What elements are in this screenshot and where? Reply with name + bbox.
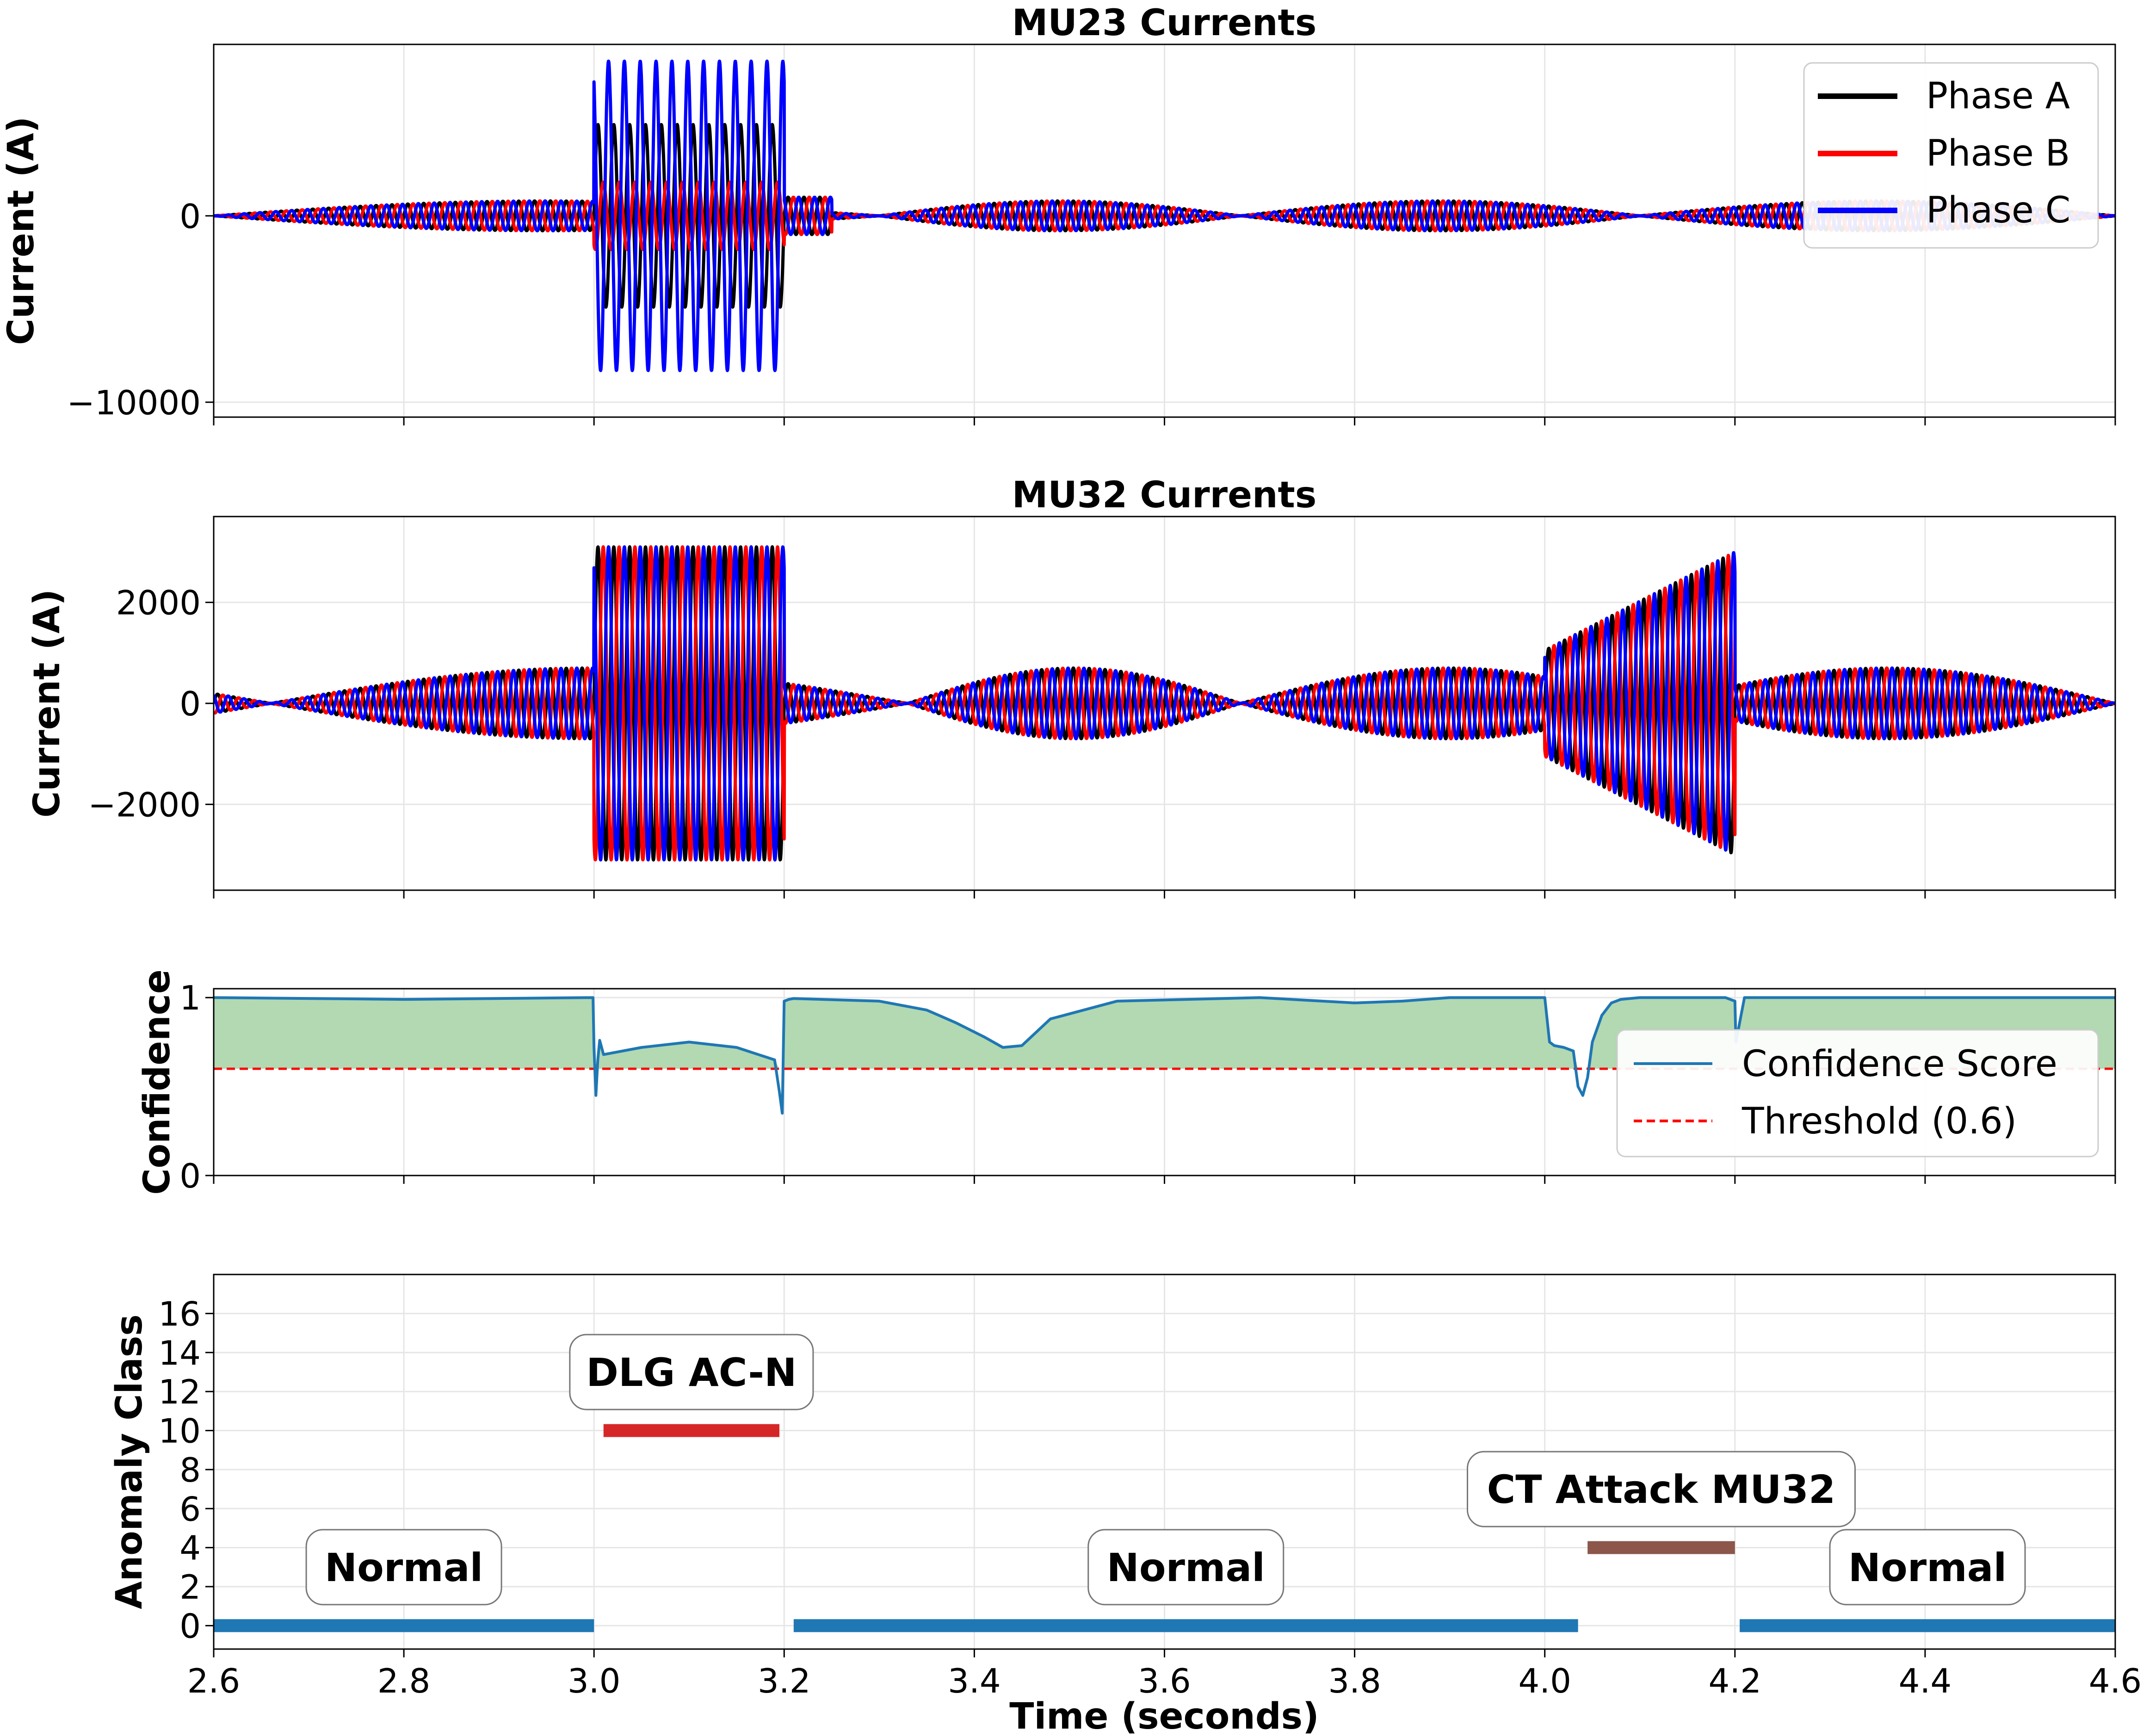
series-line-phase-b (214, 180, 2115, 251)
y-tick-label: 10 (158, 1412, 201, 1451)
y-tick-label: 4 (179, 1529, 201, 1568)
anomaly-labels: Normal DLG AC-N Normal CT Attack MU32 Normal (305, 1334, 2026, 1606)
x-tick-label: 3.2 (758, 1662, 811, 1700)
series-line-phase-a (214, 123, 2115, 309)
x-tick-label: 4.6 (2089, 1662, 2142, 1700)
y-tick-label: 2000 (116, 584, 201, 622)
x-tick-label: 4.0 (1518, 1662, 1571, 1700)
panel-mu32: MU32 Currents Current (A) 2000 0 −2000 (26, 474, 2116, 899)
series-line-phase-a (214, 545, 2115, 862)
y-tick-label: 6 (179, 1490, 201, 1528)
class-label: Normal (325, 1545, 483, 1590)
anomaly-series (214, 1424, 2115, 1632)
mu23-ticks: 0 −10000 (67, 197, 2116, 425)
mu23-series (214, 59, 2115, 372)
class-label: Normal (1107, 1545, 1265, 1590)
x-tick-label: 3.8 (1328, 1662, 1381, 1700)
y-tick-label: 0 (179, 197, 201, 236)
y-tick-label: 2 (179, 1568, 201, 1607)
class-label-box (1466, 1451, 1856, 1527)
series-line-phase-c (214, 59, 2115, 372)
confidence-ticks: 01 (179, 979, 2116, 1195)
y-tick-label: 0 (179, 1157, 201, 1195)
x-tick-label: 2.6 (187, 1662, 241, 1700)
x-tick-label: 4.4 (1899, 1662, 1952, 1700)
mu32-ticks: 2000 0 −2000 (88, 584, 2116, 899)
mu32-ylabel: Current (A) (26, 589, 68, 818)
confidence-line (214, 996, 2115, 1115)
mu32-title: MU32 Currents (1012, 474, 1317, 516)
mu32-series (214, 545, 2115, 862)
class-label: Normal (1848, 1545, 2007, 1590)
y-tick-label: −10000 (67, 383, 201, 422)
class-label: DLG AC-N (586, 1350, 797, 1395)
panel-mu23: MU23 Currents Current (A) 0 −10000 Phase … (0, 2, 2116, 425)
panel-anomaly: Anomaly Class Time (seconds) 2.6 2.8 3.0 3.… (109, 1274, 2142, 1736)
x-tick-label: 4.2 (1709, 1662, 1762, 1700)
y-tick-label: −2000 (88, 785, 201, 824)
class-label: CT Attack MU32 (1487, 1467, 1836, 1512)
confidence-legend: Confidence Score Threshold (0.6) (1616, 1029, 2099, 1157)
class-label-box (305, 1529, 502, 1606)
y-tick-label: 14 (158, 1334, 201, 1373)
y-tick-label: 0 (179, 1607, 201, 1645)
series-line-phase-b (214, 545, 2115, 862)
x-tick-label: 2.8 (377, 1662, 431, 1700)
mu23-legend-phase-b: Phase B (1926, 133, 2070, 174)
y-tick-label: 8 (179, 1451, 201, 1490)
anomaly-ylabel: Anomaly Class (109, 1314, 150, 1609)
class-label-box (1087, 1529, 1285, 1606)
y-tick-label: 16 (158, 1294, 201, 1333)
confidence-legend-score: Confidence Score (1742, 1043, 2057, 1085)
x-tick-label: 3.0 (568, 1662, 621, 1700)
confidence-legend-threshold: Threshold (0.6) (1742, 1101, 2017, 1142)
series-line-phase-c (214, 545, 2115, 862)
y-tick-label: 12 (158, 1373, 201, 1411)
mu23-legend-phase-c: Phase C (1926, 190, 2070, 231)
mu23-title: MU23 Currents (1012, 2, 1317, 44)
y-tick-label: 1 (179, 979, 201, 1017)
mu23-legend-phase-a: Phase A (1926, 75, 2070, 117)
class-label-box (1829, 1529, 2026, 1606)
x-tick-label: 3.6 (1138, 1662, 1191, 1700)
anomaly-ticks: 2.6 2.8 3.0 3.2 3.4 3.6 3.8 4.0 4.2 4.4 4.6 0246810… (158, 1294, 2142, 1700)
mu23-ylabel: Current (A) (0, 117, 42, 345)
x-tick-label: 3.4 (948, 1662, 1001, 1700)
class-label-box (569, 1334, 814, 1410)
mu23-legend: Phase A Phase B Phase C (1803, 62, 2099, 249)
confidence-ylabel: Confidence (136, 969, 178, 1195)
anomaly-xlabel: Time (seconds) (1009, 1696, 1319, 1736)
y-tick-label: 0 (179, 684, 201, 723)
panel-confidence: Confidence 01 Confidence Score Threshold… (136, 969, 2116, 1195)
